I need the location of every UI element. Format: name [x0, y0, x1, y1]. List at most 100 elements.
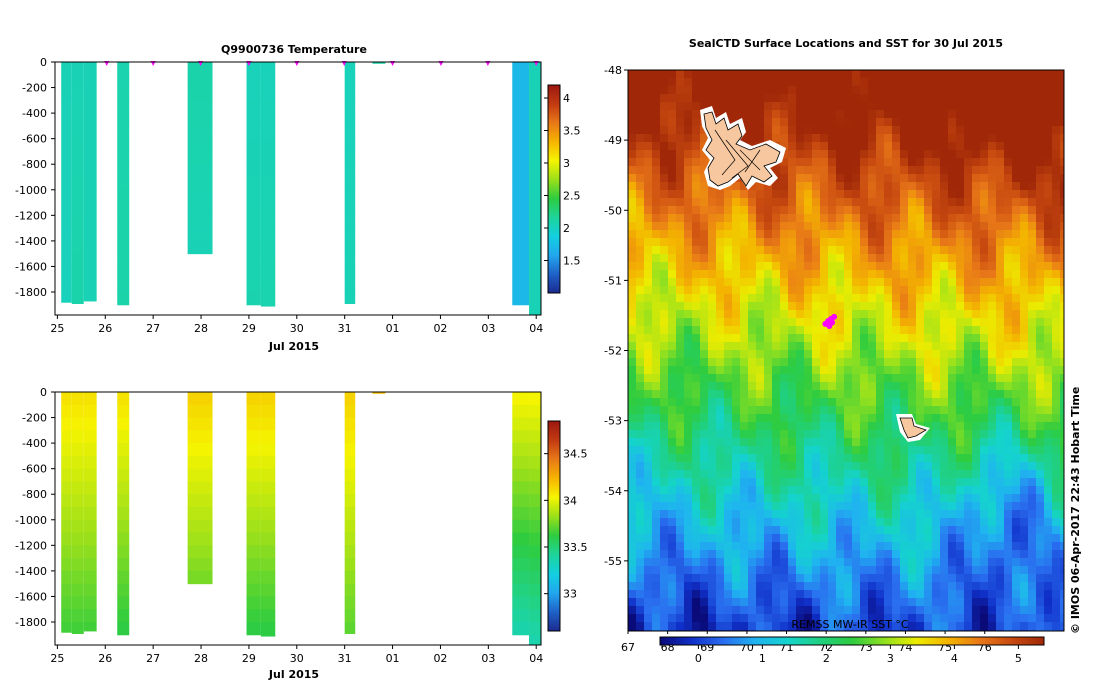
sst-cell — [844, 166, 852, 174]
sst-cell — [684, 174, 692, 182]
sst-cell — [764, 278, 772, 286]
sst-cell — [1028, 334, 1036, 342]
sst-cell — [1052, 358, 1060, 366]
sst-cell — [764, 286, 772, 294]
sst-cell — [1012, 206, 1020, 214]
sst-cell — [652, 182, 660, 190]
sst-cell — [876, 502, 884, 510]
sst-cell — [1060, 278, 1064, 286]
sst-cell — [996, 358, 1004, 366]
sst-cell — [1020, 302, 1028, 310]
sst-cell — [996, 550, 1004, 558]
sst-cell — [844, 86, 852, 94]
sst-cell — [980, 78, 988, 86]
sst-cell — [972, 518, 980, 526]
sst-cell — [940, 390, 948, 398]
sst-cell — [956, 470, 964, 478]
sst-cell — [756, 334, 764, 342]
sst-cell — [724, 486, 732, 494]
sst-cell — [684, 382, 692, 390]
sst-cell — [924, 606, 932, 614]
sst-cell — [820, 478, 828, 486]
sst-cell — [724, 462, 732, 470]
sst-cell — [1060, 382, 1064, 390]
sst-cell — [924, 374, 932, 382]
sst-cell — [796, 470, 804, 478]
sst-cell — [948, 214, 956, 222]
sst-cell — [796, 574, 804, 582]
sst-cell — [1036, 166, 1044, 174]
sst-cell — [916, 382, 924, 390]
sst-cell — [844, 446, 852, 454]
sst-cell — [956, 150, 964, 158]
sst-cell — [908, 470, 916, 478]
sst-cell — [772, 494, 780, 502]
sst-cell — [668, 414, 676, 422]
sst-cell — [644, 614, 652, 622]
sst-cell — [932, 318, 940, 326]
sst-cell — [996, 214, 1004, 222]
sst-cell — [876, 150, 884, 158]
sst-cell — [996, 166, 1004, 174]
sst-cell — [844, 358, 852, 366]
profile-cell — [71, 177, 84, 191]
sst-cell — [860, 478, 868, 486]
sst-cell — [1004, 550, 1012, 558]
sst-cell — [964, 518, 972, 526]
sst-cell — [916, 254, 924, 262]
profile-cell — [117, 151, 130, 165]
y-tick-label: 0 — [40, 56, 47, 69]
y-tick-label: -1200 — [15, 539, 47, 552]
sst-cell — [788, 374, 796, 382]
sst-cell — [1044, 438, 1052, 446]
sst-colorbar-tick-label: 2 — [823, 652, 830, 665]
sst-cell — [868, 462, 876, 470]
sst-cell — [996, 534, 1004, 542]
sst-cell — [700, 302, 708, 310]
sst-cell — [716, 382, 724, 390]
profile-cell — [61, 100, 72, 114]
sst-cell — [884, 310, 892, 318]
sst-cell — [636, 454, 644, 462]
profile-cell — [529, 443, 541, 457]
sst-cell — [1060, 534, 1064, 542]
sst-cell — [844, 542, 852, 550]
colorbar-tick-label: 3 — [563, 157, 570, 170]
sst-cell — [1036, 382, 1044, 390]
sst-cell — [796, 478, 804, 486]
sst-cell — [1012, 414, 1020, 422]
profile-cell — [71, 404, 84, 419]
sst-cell — [972, 342, 980, 350]
sst-cell — [732, 278, 740, 286]
sst-cell — [980, 598, 988, 606]
sst-cell — [1020, 614, 1028, 622]
sst-cell — [828, 542, 836, 550]
profile-cell — [260, 443, 276, 457]
sst-cell — [652, 126, 660, 134]
sst-cell — [628, 510, 636, 518]
profile-cell — [529, 177, 541, 191]
sst-cell — [732, 614, 740, 622]
sst-cell — [836, 518, 844, 526]
sst-cell — [676, 286, 684, 294]
sst-cell — [956, 510, 964, 518]
profile-cell — [117, 481, 130, 495]
sst-cell — [812, 70, 820, 78]
sst-cell — [916, 574, 924, 582]
sst-cell — [764, 134, 772, 142]
sst-cell — [836, 510, 844, 518]
sst-cell — [764, 534, 772, 542]
sst-cell — [644, 566, 652, 574]
sst-cell — [1004, 406, 1012, 414]
sst-cell — [684, 246, 692, 254]
sst-cell — [988, 262, 996, 270]
sst-cell — [1012, 214, 1020, 222]
sst-cell — [924, 590, 932, 598]
sst-cell — [916, 126, 924, 134]
sst-cell — [1020, 526, 1028, 534]
sst-cell — [748, 486, 756, 494]
profile-cell — [344, 164, 356, 178]
sst-cell — [724, 238, 732, 246]
sst-cell — [764, 358, 772, 366]
sst-cell — [868, 102, 876, 110]
